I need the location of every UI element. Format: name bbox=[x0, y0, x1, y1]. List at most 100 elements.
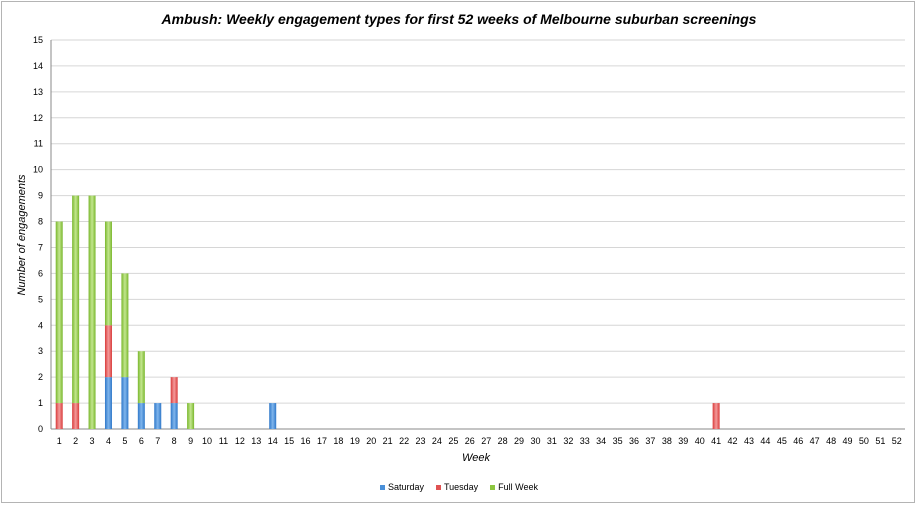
x-tick-label: 34 bbox=[596, 436, 606, 446]
legend-swatch bbox=[379, 484, 385, 490]
y-tick-label: 9 bbox=[38, 191, 43, 201]
x-tick-label: 50 bbox=[859, 436, 869, 446]
bar-full-week-week-9 bbox=[187, 403, 195, 429]
x-tick-label: 22 bbox=[399, 436, 409, 446]
x-tick-label: 52 bbox=[892, 436, 902, 446]
bar-saturday-week-5 bbox=[121, 377, 129, 429]
x-tick-label: 42 bbox=[728, 436, 738, 446]
bar-tuesday-week-2 bbox=[72, 403, 80, 429]
legend-label: Saturday bbox=[387, 482, 424, 492]
y-tick-label: 15 bbox=[33, 35, 43, 45]
bar-tuesday-week-8 bbox=[170, 377, 178, 404]
y-tick-label: 0 bbox=[38, 424, 43, 434]
x-tick-label: 44 bbox=[760, 436, 770, 446]
x-tick-label: 29 bbox=[514, 436, 524, 446]
y-tick-label: 13 bbox=[33, 87, 43, 97]
x-tick-label: 49 bbox=[843, 436, 853, 446]
bar-tuesday-week-1 bbox=[55, 403, 63, 429]
bar-tuesday-week-41 bbox=[712, 403, 720, 429]
legend-label: Tuesday bbox=[443, 482, 479, 492]
x-tick-label: 28 bbox=[498, 436, 508, 446]
x-tick-label: 51 bbox=[875, 436, 885, 446]
x-tick-label: 43 bbox=[744, 436, 754, 446]
x-tick-label: 19 bbox=[350, 436, 360, 446]
x-tick-label: 18 bbox=[333, 436, 343, 446]
legend-swatch bbox=[490, 484, 496, 490]
x-tick-label: 21 bbox=[383, 436, 393, 446]
x-tick-label: 33 bbox=[580, 436, 590, 446]
x-tick-label: 11 bbox=[219, 436, 228, 446]
x-tick-label: 48 bbox=[826, 436, 836, 446]
bar-saturday-week-14 bbox=[269, 403, 277, 429]
x-tick-label: 32 bbox=[563, 436, 573, 446]
x-tick-label: 37 bbox=[645, 436, 655, 446]
x-axis-label: Week bbox=[462, 452, 490, 464]
x-tick-label: 39 bbox=[678, 436, 688, 446]
chart-title: Ambush: Weekly engagement types for firs… bbox=[161, 11, 757, 27]
y-tick-label: 7 bbox=[38, 242, 43, 252]
x-tick-label: 1 bbox=[57, 436, 62, 446]
bar-full-week-week-2 bbox=[72, 195, 80, 404]
bar-full-week-week-5 bbox=[121, 273, 129, 378]
bar-tuesday-week-4 bbox=[104, 325, 112, 378]
y-tick-label: 11 bbox=[34, 139, 43, 149]
legend-item-saturday: Saturday bbox=[379, 482, 424, 492]
x-tick-label: 45 bbox=[777, 436, 787, 446]
x-tick-label: 8 bbox=[172, 436, 177, 446]
x-tick-label: 13 bbox=[251, 436, 261, 446]
x-tick-label: 20 bbox=[366, 436, 376, 446]
x-tick-label: 5 bbox=[122, 436, 127, 446]
x-tick-label: 4 bbox=[106, 436, 111, 446]
x-tick-label: 23 bbox=[416, 436, 426, 446]
x-tick-label: 25 bbox=[448, 436, 458, 446]
bar-full-week-week-1 bbox=[55, 221, 63, 404]
bar-saturday-week-4 bbox=[104, 377, 112, 429]
x-tick-label: 36 bbox=[629, 436, 639, 446]
x-tick-label: 47 bbox=[810, 436, 820, 446]
x-tick-label: 7 bbox=[155, 436, 160, 446]
y-tick-label: 8 bbox=[38, 217, 43, 227]
bar-full-week-week-4 bbox=[104, 221, 112, 326]
x-tick-label: 27 bbox=[481, 436, 491, 446]
x-tick-label: 10 bbox=[202, 436, 212, 446]
y-axis-label: Number of engagements bbox=[16, 174, 28, 296]
x-tick-label: 2 bbox=[73, 436, 78, 446]
x-tick-label: 12 bbox=[235, 436, 245, 446]
bar-saturday-week-7 bbox=[154, 403, 162, 429]
y-tick-label: 4 bbox=[38, 320, 43, 330]
x-tick-label: 38 bbox=[662, 436, 672, 446]
x-tick-label: 46 bbox=[793, 436, 803, 446]
x-tick-label: 26 bbox=[465, 436, 475, 446]
legend-item-full-week: Full Week bbox=[490, 482, 538, 492]
x-tick-label: 41 bbox=[711, 436, 721, 446]
legend-item-tuesday: Tuesday bbox=[435, 482, 479, 492]
y-tick-label: 3 bbox=[38, 346, 43, 356]
x-tick-label: 31 bbox=[547, 436, 557, 446]
bar-saturday-week-8 bbox=[170, 403, 178, 429]
y-tick-label: 10 bbox=[33, 165, 43, 175]
x-tick-label: 40 bbox=[695, 436, 705, 446]
x-tick-label: 17 bbox=[317, 436, 327, 446]
y-tick-label: 6 bbox=[38, 268, 43, 278]
x-tick-label: 14 bbox=[268, 436, 278, 446]
bar-full-week-week-3 bbox=[88, 195, 96, 429]
x-tick-label: 3 bbox=[90, 436, 95, 446]
x-tick-label: 35 bbox=[613, 436, 623, 446]
y-tick-label: 12 bbox=[33, 113, 43, 123]
x-tick-label: 15 bbox=[284, 436, 294, 446]
chart-legend: Saturday Tuesday Full Week bbox=[0, 482, 918, 492]
x-tick-label: 6 bbox=[139, 436, 144, 446]
y-tick-label: 14 bbox=[33, 61, 43, 71]
x-tick-label: 9 bbox=[188, 436, 193, 446]
x-tick-label: 16 bbox=[301, 436, 311, 446]
y-tick-label: 1 bbox=[38, 398, 43, 408]
legend-swatch bbox=[435, 484, 441, 490]
y-tick-label: 2 bbox=[38, 372, 43, 382]
bar-full-week-week-6 bbox=[137, 351, 145, 404]
y-tick-label: 5 bbox=[38, 294, 43, 304]
x-tick-label: 30 bbox=[530, 436, 540, 446]
bar-saturday-week-6 bbox=[137, 403, 145, 429]
legend-label: Full Week bbox=[498, 482, 539, 492]
